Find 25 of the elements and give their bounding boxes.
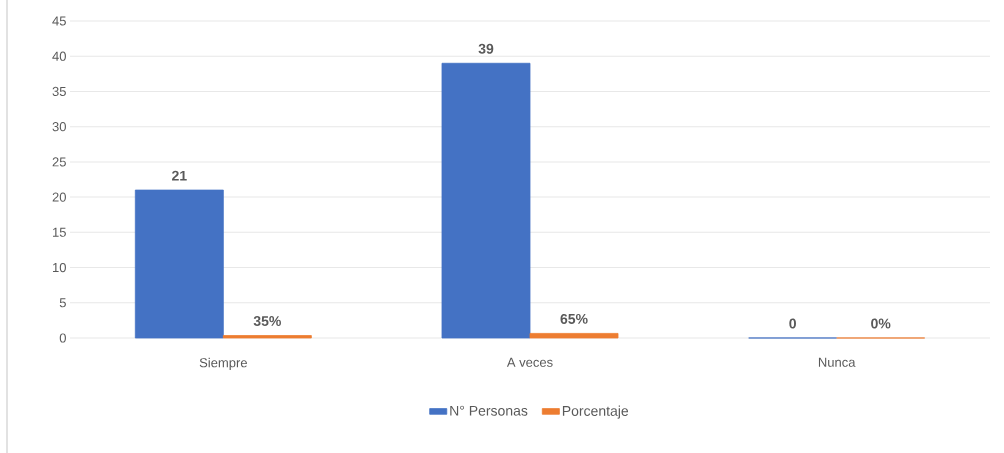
- legend-label: Porcentaje: [562, 405, 629, 419]
- y-tick-label: 15: [53, 227, 66, 237]
- data-label: 35%: [253, 316, 281, 326]
- data-label: 65%: [560, 313, 588, 324]
- y-tick-label: 0: [59, 333, 66, 343]
- data-label: 0%: [871, 318, 891, 329]
- y-tick-label: 45: [52, 16, 66, 26]
- x-tick-label: A veces: [506, 357, 553, 367]
- x-tick-label: Nunca: [818, 357, 856, 367]
- data-label: 21: [172, 170, 187, 181]
- legend-label: N° Personas: [450, 405, 528, 416]
- y-tick-label: 40: [52, 51, 66, 61]
- data-label: 0: [789, 318, 796, 329]
- bar: [441, 62, 531, 339]
- x-tick-label: Siempre: [199, 357, 247, 370]
- data-label: 39: [478, 43, 494, 54]
- bar: [529, 333, 619, 339]
- y-tick-label: 30: [52, 122, 66, 132]
- y-tick-label: 5: [59, 298, 66, 308]
- y-tick-label: 10: [53, 262, 66, 273]
- y-tick-label: 25: [52, 157, 66, 167]
- bar: [222, 335, 312, 339]
- y-tick-label: 35: [52, 86, 66, 97]
- y-tick-label: 20: [52, 192, 66, 202]
- bar: [134, 189, 224, 339]
